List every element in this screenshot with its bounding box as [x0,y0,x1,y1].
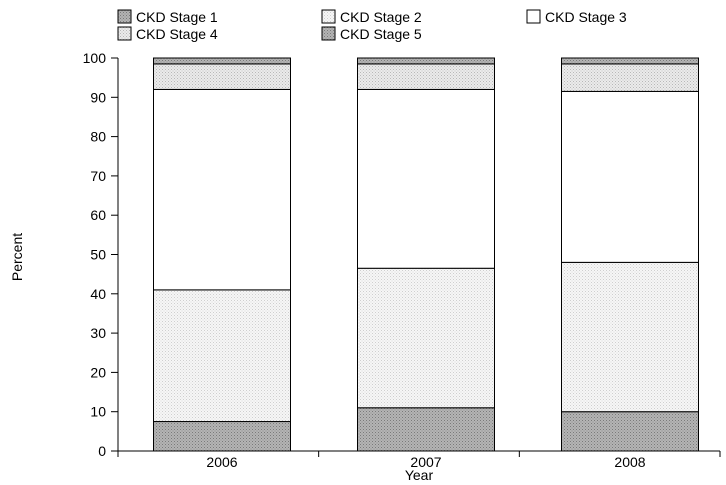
bar-segment [357,267,495,409]
bar-segment [153,421,291,452]
bars [153,57,699,452]
bar-segment [153,63,291,90]
bar-segment [561,411,699,452]
y-tick-label: 30 [90,325,106,341]
legend-label: CKD Stage 2 [340,9,422,25]
y-axis-title: Percent [9,233,25,281]
legend-label: CKD Stage 4 [136,26,218,42]
y-tick-label: 100 [83,50,107,66]
legend-swatch [321,9,336,24]
y-tick-label: 0 [98,443,106,459]
y-tick-label: 60 [90,207,106,223]
y-tick-label: 10 [90,404,106,420]
legend-label: CKD Stage 1 [136,9,218,25]
x-tick-label: 2006 [206,454,237,470]
bar-segment [153,88,291,291]
bar-segment [561,63,699,92]
bar-segment [357,63,495,90]
legend-swatch [117,9,132,24]
bar-segment [561,90,699,263]
legend-swatch [526,9,541,24]
bar-segment [357,88,495,269]
y-axis: 0 10 20 30 40 50 60 70 80 90 100 [83,50,119,459]
bar-segment [561,57,699,65]
bar-segment [153,289,291,423]
bar-segment [357,407,495,452]
x-axis-title: Year [405,467,434,483]
x-tick-label: 2008 [614,454,645,470]
bar-segment [153,57,291,65]
y-tick-label: 20 [90,364,106,380]
legend-swatch [117,26,132,41]
legend: CKD Stage 1 CKD Stage 2 CKD Stage 3 CKD Sta… [117,9,627,42]
y-tick-label: 70 [90,168,106,184]
legend-label: CKD Stage 5 [340,26,422,42]
bar-segment [561,261,699,413]
y-tick-label: 90 [90,89,106,105]
legend-label: CKD Stage 3 [545,9,627,25]
bar-segment [357,57,495,65]
y-tick-label: 80 [90,129,106,145]
x-tick-label: 2007 [410,454,441,470]
y-tick-label: 40 [90,286,106,302]
y-tick-label: 50 [90,247,106,263]
legend-swatch [321,26,336,41]
